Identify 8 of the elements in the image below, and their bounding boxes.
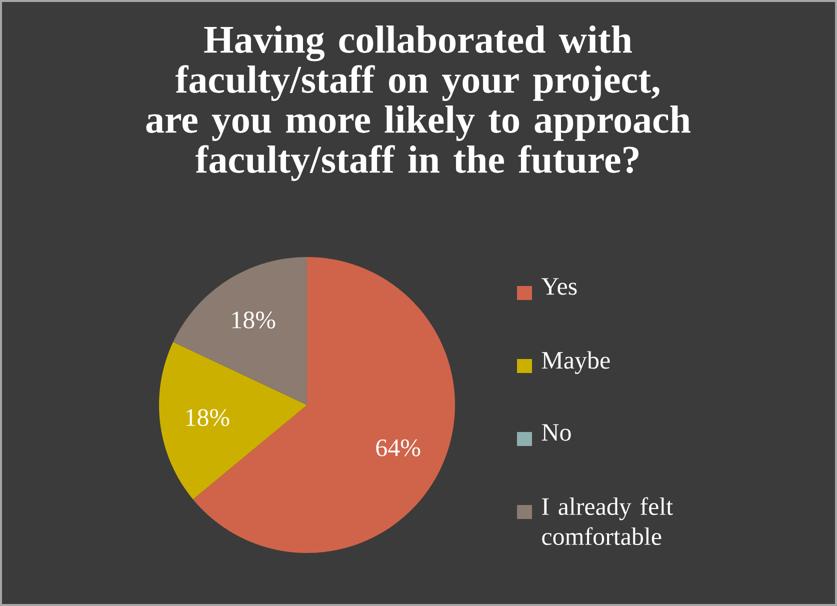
chart-title: Having collaborated with faculty/staff on your project, are you more likely to approach faculty/staff in the future? <box>146 26 690 182</box>
data-label: 18% <box>232 312 276 328</box>
legend-label: I already felt comfortable <box>542 497 673 546</box>
data-label: 18% <box>186 409 230 426</box>
legend-label: Yes <box>541 278 577 295</box>
data-label: 64% <box>376 439 420 456</box>
legend-label: No <box>542 424 571 441</box>
legend-label: Maybe <box>542 351 610 374</box>
